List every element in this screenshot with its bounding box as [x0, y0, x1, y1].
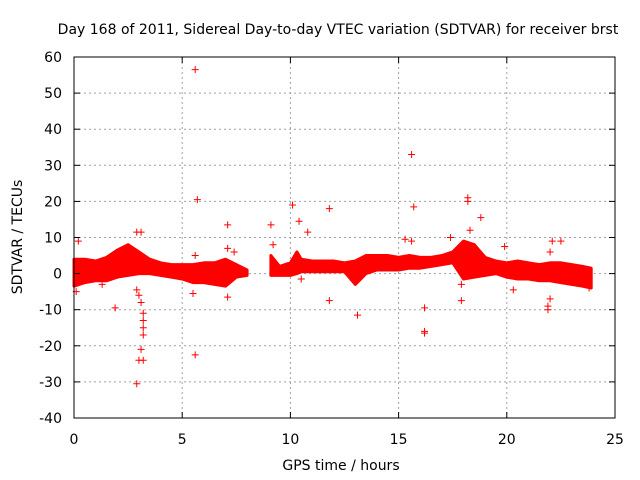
data-point — [230, 248, 238, 256]
data-point — [421, 304, 429, 312]
data-point — [139, 309, 147, 317]
axis-ticks: 0 5 10 15 20 25 -40 -30 -20 -10 0 10 20 30 40 50 60 — [39, 50, 624, 448]
data-point — [585, 284, 593, 292]
data-point — [544, 306, 552, 314]
data-point — [98, 280, 106, 288]
data-point — [139, 331, 147, 339]
y-tick-label: -30 — [39, 375, 62, 391]
y-tick-label: 10 — [44, 231, 62, 247]
data-point — [269, 241, 277, 249]
data-point — [191, 351, 199, 359]
data-point — [464, 197, 472, 205]
grid-lines — [74, 57, 615, 418]
y-tick-label: -40 — [39, 411, 62, 427]
y-tick-label: -20 — [39, 339, 62, 355]
data-point — [546, 295, 554, 303]
data-point — [408, 150, 416, 158]
x-tick-label: 20 — [498, 432, 516, 448]
x-axis-label: GPS time / hours — [282, 458, 399, 474]
data-point — [509, 286, 517, 294]
data-points — [72, 66, 593, 388]
data-point — [447, 234, 455, 241]
data-point — [189, 289, 197, 297]
data-point — [457, 297, 465, 305]
data-point — [353, 311, 361, 319]
data-point — [546, 248, 554, 256]
y-tick-label: 20 — [44, 194, 62, 210]
data-point — [548, 237, 556, 245]
y-tick-label: 40 — [44, 122, 62, 138]
data-point — [466, 226, 474, 234]
dense-data-band-0 — [72, 243, 249, 288]
data-point — [133, 380, 141, 388]
data-point — [193, 196, 201, 204]
data-point — [135, 291, 143, 299]
data-point — [137, 298, 145, 306]
y-tick-label: 30 — [44, 158, 62, 174]
y-tick-label: 60 — [44, 50, 62, 66]
data-point — [325, 205, 333, 213]
x-tick-label: 5 — [178, 432, 187, 448]
data-point — [139, 324, 147, 332]
data-point — [295, 217, 303, 225]
data-point — [191, 66, 199, 74]
x-tick-label: 0 — [70, 432, 79, 448]
data-point — [289, 201, 297, 209]
x-tick-label: 25 — [606, 432, 624, 448]
data-point — [501, 243, 509, 251]
data-point — [267, 221, 275, 229]
data-point — [111, 304, 119, 312]
data-point — [224, 244, 232, 252]
data-point — [297, 275, 305, 283]
dense-data-band-1 — [269, 239, 593, 290]
data-point — [139, 356, 147, 364]
data-point — [410, 203, 418, 211]
data-point — [557, 237, 565, 245]
y-tick-label: 0 — [53, 267, 62, 283]
data-point — [421, 329, 429, 337]
data-point — [224, 221, 232, 229]
x-tick-label: 10 — [281, 432, 299, 448]
data-point — [133, 286, 141, 294]
data-point — [137, 345, 145, 353]
data-point — [224, 293, 232, 301]
data-point — [408, 237, 416, 245]
data-point — [74, 237, 82, 245]
y-tick-label: -10 — [39, 303, 62, 319]
data-point — [477, 214, 485, 222]
data-point — [139, 317, 147, 325]
data-point — [81, 266, 89, 274]
data-point — [457, 280, 465, 288]
data-point — [325, 297, 333, 305]
data-point — [191, 252, 199, 260]
chart-title: Day 168 of 2011, Sidereal Day-to-day VTE… — [58, 22, 619, 38]
y-axis-label: SDTVAR / TECUs — [10, 180, 26, 295]
data-point — [401, 235, 409, 243]
x-tick-label: 15 — [390, 432, 408, 448]
data-point — [137, 228, 145, 236]
y-tick-label: 50 — [44, 86, 62, 102]
data-point — [304, 228, 312, 236]
